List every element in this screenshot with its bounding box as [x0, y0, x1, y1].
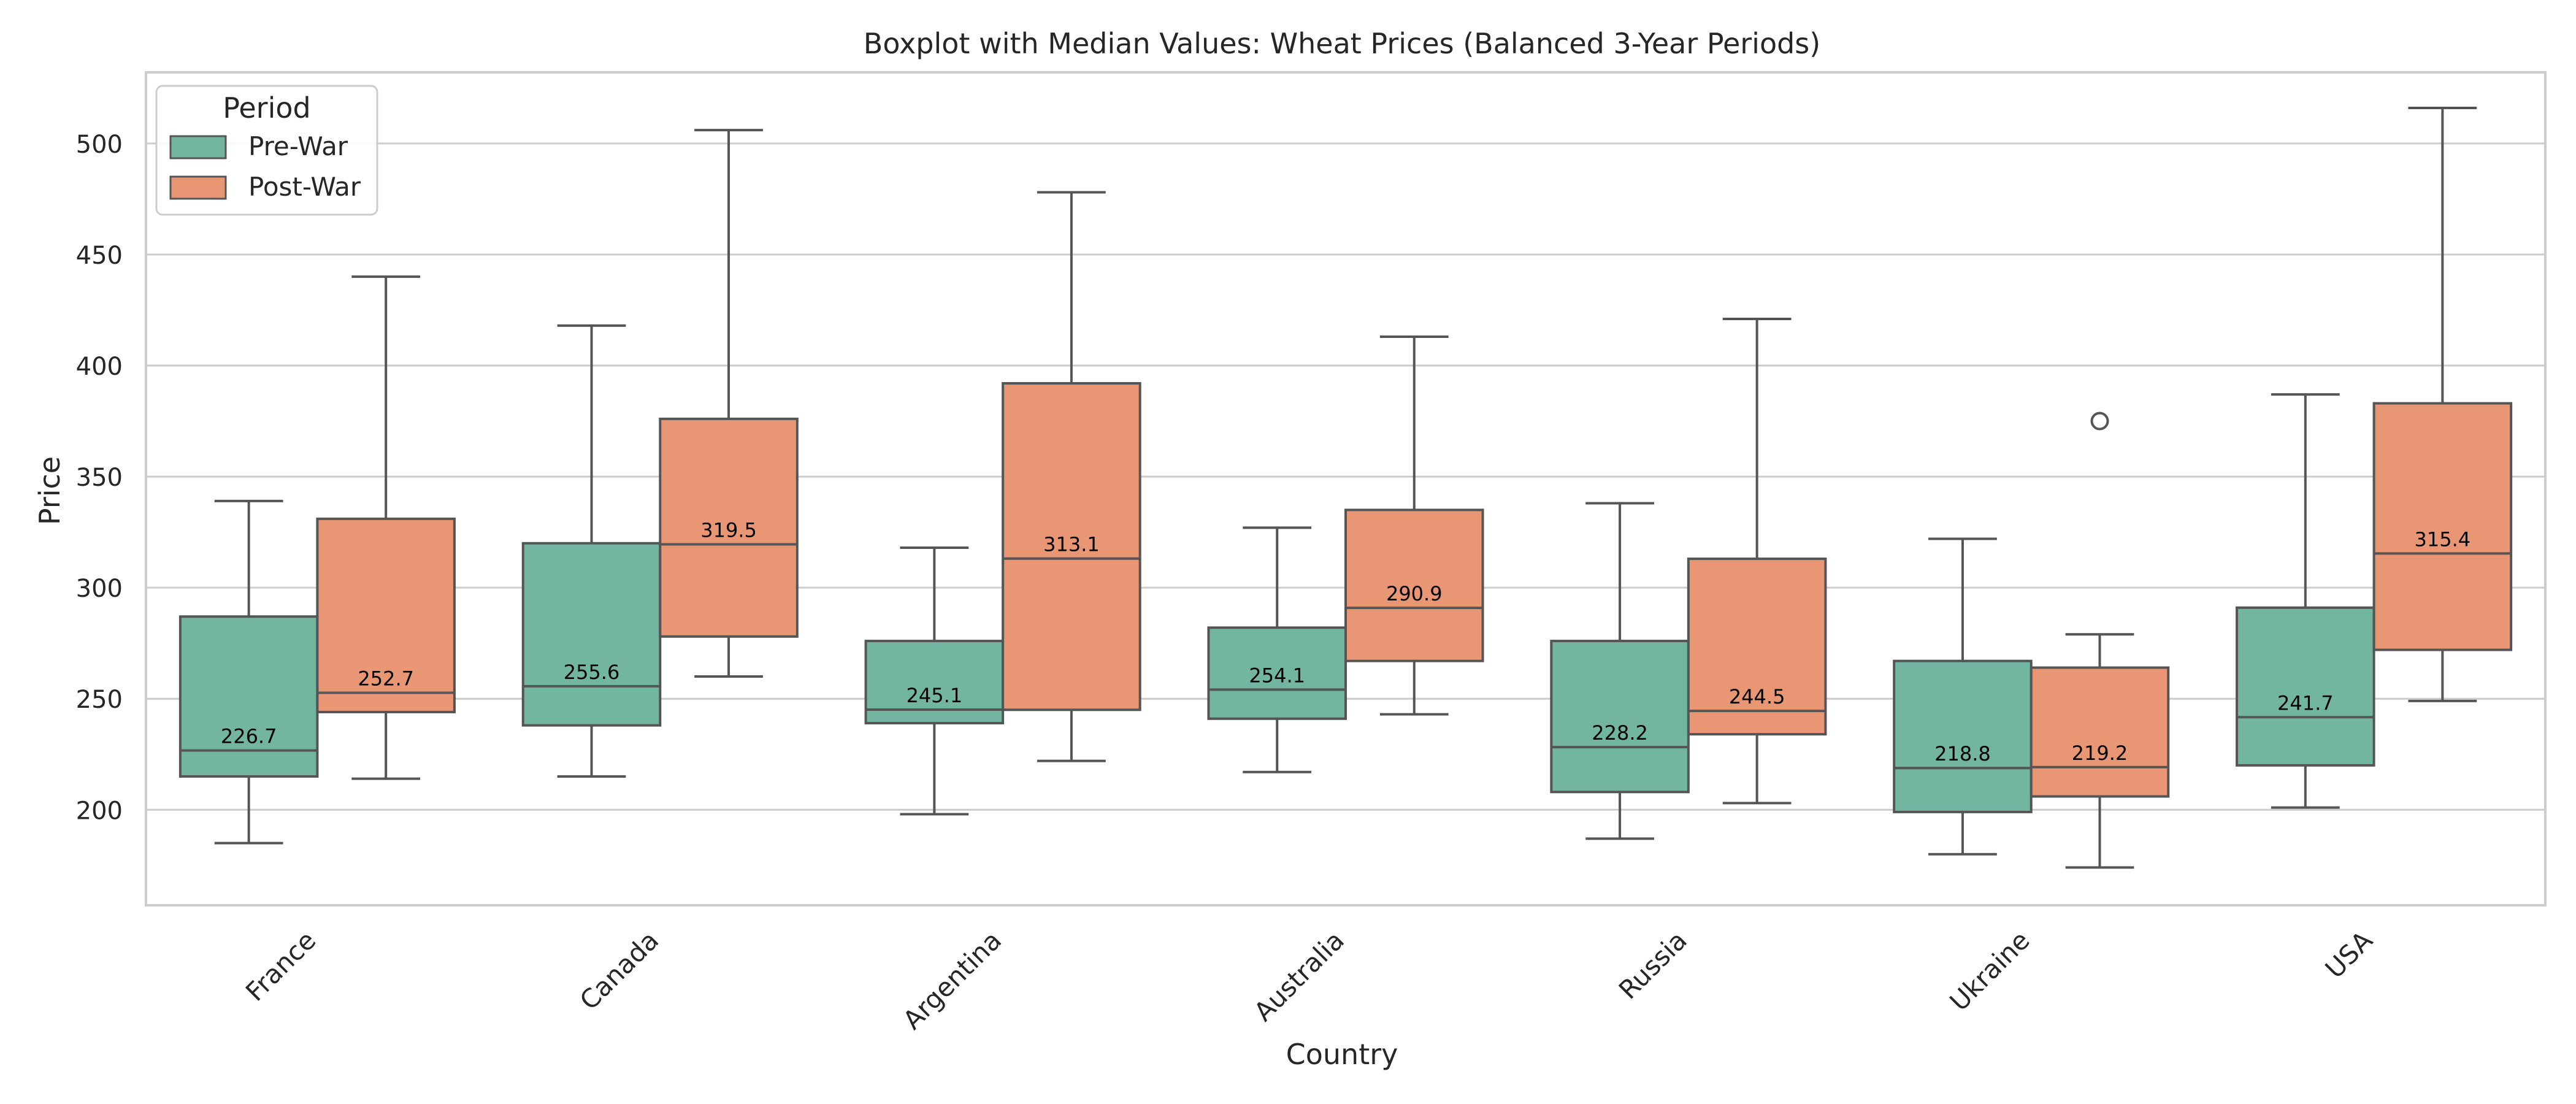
x-tick-label: Australia: [1248, 925, 1350, 1027]
box-pre-war-usa: 241.7: [2236, 393, 2375, 809]
median-value-label: 245.1: [907, 684, 963, 707]
box-body: [1002, 381, 1141, 711]
median-value-label: 254.1: [1249, 664, 1305, 687]
y-tick-label: 300: [76, 575, 123, 603]
median-value-label: 228.2: [1592, 721, 1648, 745]
y-tick-label: 450: [76, 242, 123, 270]
plot-background: [146, 72, 2545, 905]
box-pre-war-australia: 254.1: [1207, 526, 1347, 773]
median-value-label: 315.4: [2415, 527, 2471, 551]
median-value-label: 241.7: [2277, 691, 2334, 715]
x-tick-label: Argentina: [897, 925, 1008, 1035]
x-tick-label: Ukraine: [1944, 925, 2035, 1016]
box-body: [316, 517, 456, 713]
box-post-war-usa: 315.4: [2372, 106, 2513, 702]
box-body: [1550, 640, 1690, 794]
legend: Period Pre-War Post-War: [155, 85, 378, 216]
y-tick-label: 350: [76, 464, 123, 492]
box-body: [178, 615, 319, 778]
plot-frame: [145, 71, 2547, 907]
median-value-label: 290.9: [1386, 582, 1443, 605]
x-tick-label: France: [240, 925, 321, 1006]
legend-swatch: [169, 135, 227, 159]
box-post-war-australia: 290.9: [1344, 335, 1484, 716]
median-value-label: 219.2: [2072, 742, 2128, 765]
x-tick-label: Russia: [1613, 925, 1693, 1005]
median-value-label: 313.1: [1043, 533, 1100, 556]
box-post-war-ukraine: 219.2: [2030, 412, 2170, 869]
x-tick-label: USA: [2320, 925, 2379, 984]
box-body: [1687, 558, 1827, 736]
x-tick-label: Canada: [574, 925, 665, 1016]
median-value-label: 255.6: [564, 661, 620, 684]
box-body: [2372, 402, 2513, 651]
x-axis-label: Country: [1286, 1038, 1398, 1071]
median-value-label: 244.5: [1729, 685, 1785, 708]
y-tick-label: 250: [76, 686, 123, 714]
legend-entry-pre-war: Pre-War: [248, 131, 348, 161]
box-pre-war-russia: 228.2: [1550, 502, 1690, 840]
box-body: [2236, 606, 2375, 767]
box-post-war-russia: 244.5: [1687, 317, 1827, 805]
box-body: [1893, 659, 2033, 813]
box-pre-war-canada: 255.6: [521, 324, 662, 778]
y-axis-label: Price: [33, 456, 66, 525]
box-pre-war-argentina: 245.1: [864, 546, 1005, 816]
outlier-point: [2090, 412, 2109, 431]
legend-title: Period: [223, 91, 310, 125]
legend-entry-post-war: Post-War: [248, 172, 361, 202]
box-post-war-france: 252.7: [316, 275, 456, 780]
box-body: [1207, 626, 1347, 720]
box-body: [2030, 666, 2170, 798]
box-post-war-canada: 319.5: [659, 129, 799, 678]
plot-area: 200 250 300 350 400 450 500 226.7 252.7 France 255…: [76, 71, 2547, 1035]
median-value-label: 319.5: [700, 519, 757, 542]
median-value-label: 226.7: [221, 725, 277, 748]
box-pre-war-france: 226.7: [178, 499, 319, 845]
y-tick-label: 400: [76, 353, 123, 381]
chart-title: Boxplot with Median Values: Wheat Prices…: [864, 27, 1820, 60]
median-value-label: 218.8: [1934, 742, 1991, 765]
y-tick-label: 500: [76, 131, 123, 159]
box-body: [659, 417, 799, 638]
box-body: [521, 542, 662, 727]
y-tick-label: 200: [76, 797, 123, 825]
median-value-label: 252.7: [358, 667, 414, 690]
box-post-war-argentina: 313.1: [1002, 191, 1141, 762]
box-body: [1344, 508, 1484, 662]
legend-swatch: [169, 175, 227, 200]
